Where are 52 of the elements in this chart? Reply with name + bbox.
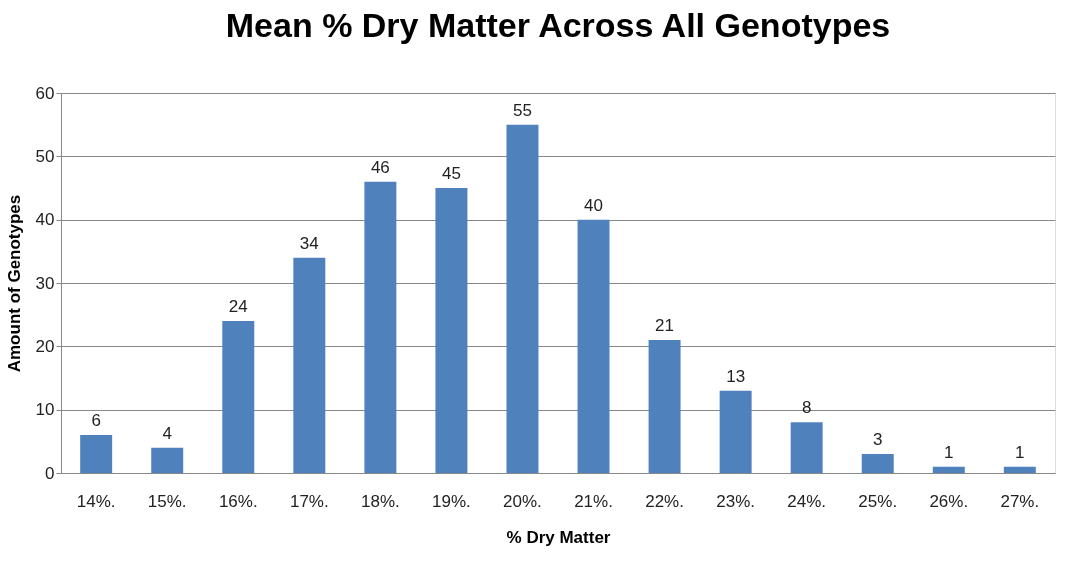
bar: [648, 340, 681, 473]
bar: [364, 181, 397, 473]
y-tick-label: 20: [35, 336, 55, 356]
bar: [80, 435, 113, 473]
x-tick-label: 20%.: [503, 491, 542, 511]
x-tick-label: 16%.: [218, 491, 258, 511]
data-label: 55: [513, 100, 532, 120]
x-tick-label: 27%.: [1000, 491, 1040, 511]
x-tick-label: 19%.: [432, 491, 471, 511]
data-label: 13: [726, 366, 746, 386]
data-label: 45: [441, 164, 461, 183]
bar: [1003, 466, 1036, 473]
data-label: 1: [1015, 442, 1025, 462]
data-label: 40: [584, 195, 603, 215]
x-tick-label: 25%.: [858, 491, 898, 511]
data-label: 24: [228, 297, 248, 316]
x-tick-label: 15%.: [147, 491, 187, 511]
x-tick-label: 18%.: [361, 491, 400, 511]
data-label: 8: [801, 398, 812, 418]
bar: [293, 257, 326, 473]
x-tick-label: 22%.: [645, 491, 684, 511]
y-tick-label: 40: [35, 210, 55, 230]
y-tick-label: 60: [35, 83, 55, 103]
bar: [577, 219, 610, 473]
y-tick-label: 30: [35, 273, 55, 293]
data-label: 3: [872, 430, 883, 449]
data-label: 46: [370, 157, 390, 177]
data-label: 34: [299, 233, 319, 253]
x-tick-label: 26%.: [929, 491, 969, 511]
bar: [435, 188, 468, 473]
data-label: 4: [162, 423, 172, 443]
data-label: 21: [655, 316, 675, 335]
x-tick-label: 24%.: [787, 491, 827, 511]
y-tick-label: 0: [45, 463, 55, 483]
y-tick-label: 10: [35, 400, 55, 420]
bar: [790, 422, 823, 473]
data-label: 1: [944, 442, 954, 462]
y-axis-title: Amount of Genotypes: [4, 194, 24, 373]
x-tick-label: 23%.: [716, 491, 755, 511]
x-tick-label: 21%.: [574, 491, 613, 511]
bar: [151, 447, 184, 473]
bar: [719, 390, 752, 473]
data-label: 6: [91, 411, 101, 430]
bar: [506, 124, 539, 473]
x-axis-title: % Dry Matter: [506, 527, 611, 547]
x-tick-label: 17%.: [289, 491, 329, 511]
bar: [861, 454, 894, 473]
chart-title: Mean % Dry Matter Across All Genotypes: [225, 6, 891, 44]
bar: [222, 321, 255, 473]
y-tick-label: 50: [35, 146, 55, 166]
x-tick-label: 14%.: [76, 491, 116, 511]
bar: [932, 466, 965, 473]
